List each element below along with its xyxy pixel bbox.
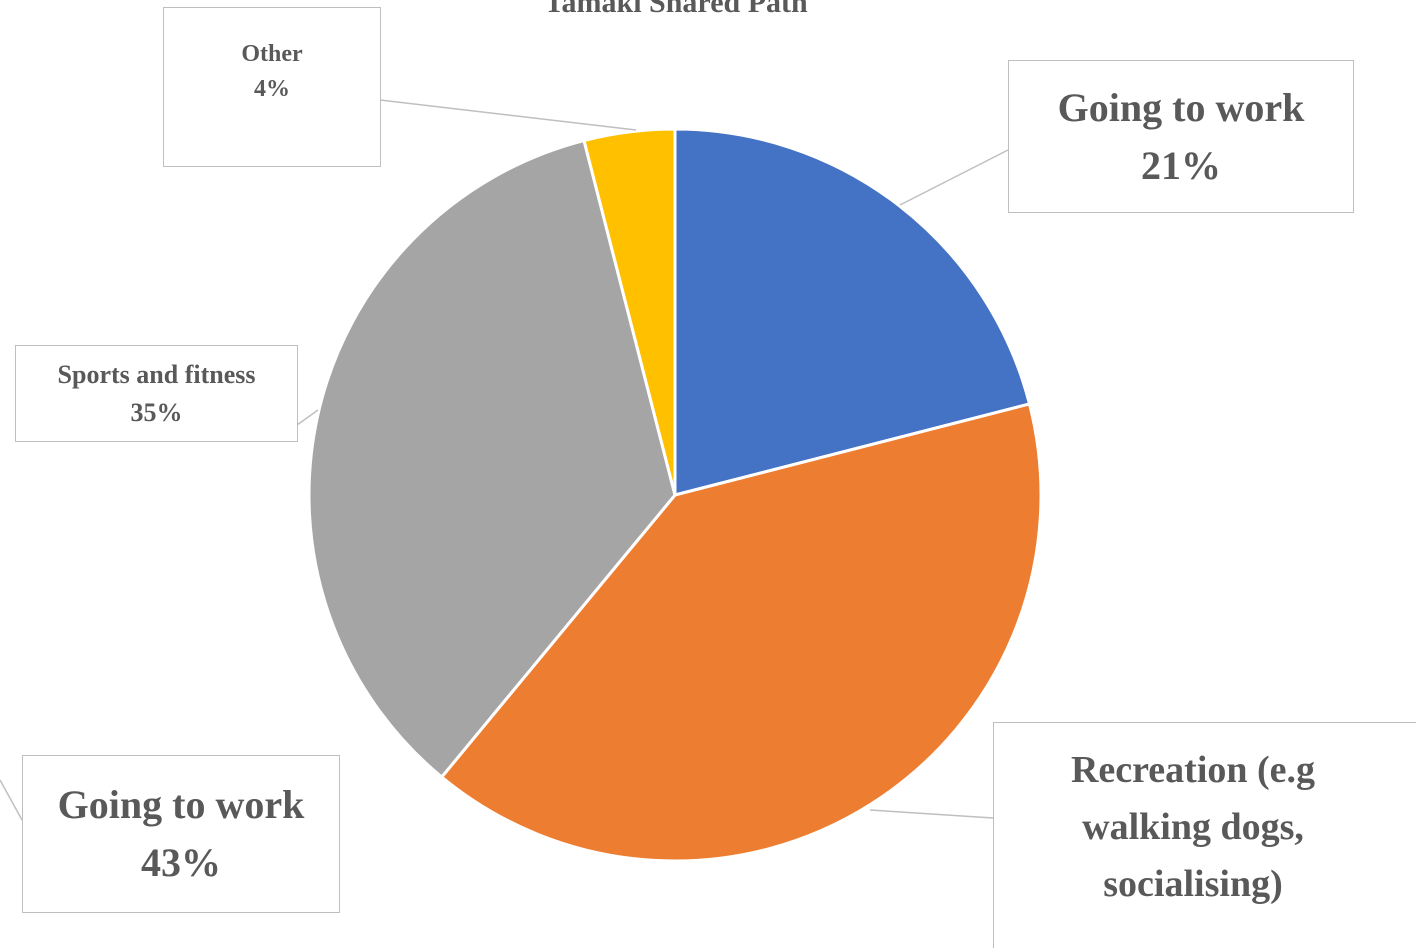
label-value: 4% bbox=[254, 76, 290, 102]
leader-line bbox=[869, 809, 994, 819]
annotation: Going to work 43% bbox=[22, 755, 340, 913]
data-label: Recreation (e.g walking dogs, socialisin… bbox=[993, 722, 1416, 948]
data-label: Going to work 21% bbox=[1008, 60, 1354, 213]
data-label: Other 4% bbox=[163, 7, 381, 167]
leader-line bbox=[899, 149, 1009, 206]
data-label: Sports and fitness 35% bbox=[15, 345, 298, 442]
leader-lines bbox=[0, 99, 1009, 821]
label-category: Going to work bbox=[1057, 84, 1305, 130]
annotation-label: Going to work bbox=[57, 782, 305, 827]
pie-slice bbox=[439, 402, 1043, 863]
pie-slice bbox=[307, 138, 677, 780]
label-category: Sports and fitness bbox=[57, 359, 256, 389]
pie-slice bbox=[582, 127, 677, 496]
label-category: Other bbox=[241, 41, 303, 68]
leader-line bbox=[379, 99, 637, 131]
pie-slice bbox=[673, 127, 1032, 497]
label-category: Recreation (e.g walking dogs, socialisin… bbox=[1070, 748, 1316, 905]
pie bbox=[307, 127, 1043, 863]
chart-title: Tamaki Shared Path bbox=[544, 0, 808, 19]
label-value: 21% bbox=[1141, 142, 1221, 188]
leader-line bbox=[0, 779, 23, 821]
annotation-value: 43% bbox=[141, 840, 221, 885]
leader-line bbox=[296, 409, 319, 426]
label-value: 35% bbox=[130, 397, 183, 427]
